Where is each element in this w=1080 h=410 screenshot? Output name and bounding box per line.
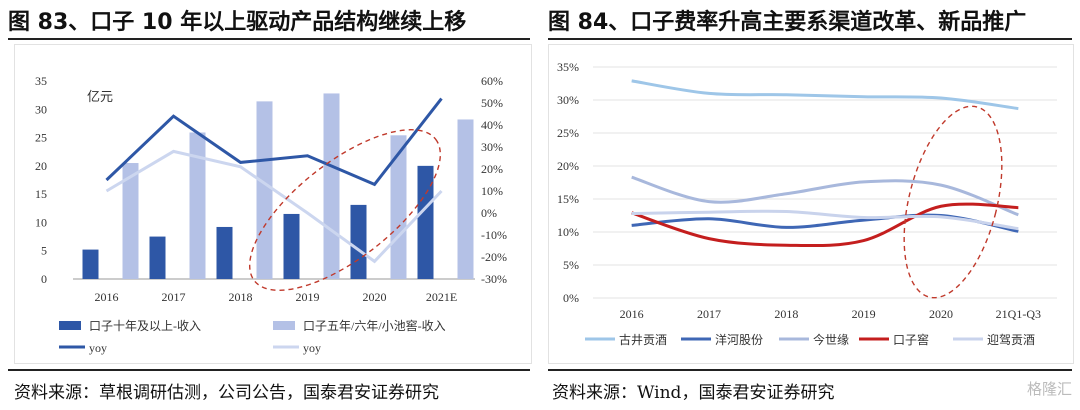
right-source-note: 资料来源：Wind，国泰君安证券研究	[552, 383, 835, 403]
left-title-rule	[8, 38, 530, 40]
right-chart: 35% 30% 25% 20% 15% 10% 5% 0% 2016 2017 2018 2019 20…	[557, 60, 1057, 347]
series-line	[631, 202, 1019, 248]
right-title-rule	[548, 38, 1072, 40]
y2-tick-label: 40%	[481, 118, 503, 132]
left-chart-panel: 0 5 10 15 20 25 30 35 60% 50% 40% 30% 20% 10% 0% -10% -2…	[14, 44, 532, 364]
x-tick-label: 2020	[363, 290, 387, 304]
bar	[82, 249, 99, 279]
x-tick-label: 2019	[296, 290, 320, 304]
legend-label: 古井贡酒	[619, 332, 667, 347]
y-tick-label: 35%	[557, 60, 579, 74]
legend-label: 今世缘	[813, 332, 849, 347]
y-tick-label: 10	[35, 215, 47, 229]
y2-tick-label: 50%	[481, 96, 503, 110]
x-tick-label: 2020	[929, 307, 953, 321]
bar	[350, 204, 367, 279]
y-tick-label: 25%	[557, 126, 579, 140]
unit-label: 亿元	[87, 89, 113, 104]
right-source-rule	[548, 369, 1072, 371]
left-chart: 0 5 10 15 20 25 30 35 60% 50% 40% 30% 20% 10% 0% -10% -2…	[35, 74, 507, 355]
y-tick-label: 15%	[557, 192, 579, 206]
x-tick-label: 2019	[852, 307, 876, 321]
yoy-line	[105, 149, 443, 264]
x-tick-label: 2018	[229, 290, 253, 304]
y-tick-label: 20%	[557, 159, 579, 173]
legend-label: 口子五年/六年/小池窖-收入	[303, 318, 446, 333]
bar	[149, 236, 166, 279]
y2-tick-label: 0%	[481, 206, 497, 220]
bar	[283, 213, 300, 279]
series-line	[631, 175, 1019, 217]
y2-tick-label: 20%	[481, 162, 503, 176]
x-tick-label: 2018	[774, 307, 798, 321]
left-figure-title: 图 83、口子 10 年以上驱动产品结构继续上移	[8, 10, 467, 35]
legend-label: 口子十年及以上-收入	[89, 319, 201, 333]
y2-tick-label: 60%	[481, 74, 503, 88]
legend-swatch	[59, 321, 81, 330]
y-tick-label: 5	[41, 244, 47, 258]
right-figure-title: 图 84、口子费率升高主要系渠道改革、新品推广	[548, 10, 1027, 35]
series-line	[631, 79, 1019, 111]
highlight-ellipse	[903, 105, 1003, 299]
left-source-rule	[8, 369, 530, 371]
bar	[189, 132, 206, 279]
legend-label: 口子窖	[893, 332, 929, 347]
bar	[122, 163, 139, 279]
y-tick-label: 15	[35, 187, 47, 201]
bar	[256, 101, 273, 279]
bar	[417, 165, 434, 279]
x-tick-label: 2017	[162, 290, 186, 304]
bar	[323, 93, 340, 279]
y-tick-label: 25	[35, 131, 47, 145]
y-tick-label: 20	[35, 159, 47, 173]
legend-swatch	[273, 321, 295, 330]
legend-label: yoy	[303, 341, 321, 355]
y-tick-label: 35	[35, 74, 47, 88]
legend-label: yoy	[89, 341, 107, 355]
y-tick-label: 0	[41, 272, 47, 286]
y-tick-label: 10%	[557, 225, 579, 239]
bar	[216, 226, 233, 279]
y2-tick-label: 10%	[481, 184, 503, 198]
y-tick-label: 5%	[563, 258, 579, 272]
y-tick-label: 0%	[563, 291, 579, 305]
y2-tick-label: -10%	[481, 228, 507, 242]
x-tick-label: 21Q1-Q3	[996, 307, 1041, 321]
y2-tick-label: 30%	[481, 140, 503, 154]
highlight-ellipse	[248, 129, 442, 291]
bar	[390, 135, 407, 279]
yoy-line	[105, 97, 443, 187]
bar	[457, 119, 474, 280]
y-tick-label: 30%	[557, 93, 579, 107]
left-source-note: 资料来源：草根调研估测，公司公告，国泰君安证券研究	[14, 383, 439, 403]
watermark-logo: 格隆汇	[1026, 380, 1072, 398]
y2-tick-label: -20%	[481, 250, 507, 264]
legend-label: 迎驾贡酒	[987, 333, 1035, 347]
x-tick-label: 2016	[620, 307, 644, 321]
x-tick-label: 2016	[95, 290, 119, 304]
right-chart-panel: 35% 30% 25% 20% 15% 10% 5% 0% 2016 2017 2018 2019 20…	[548, 44, 1074, 364]
series-line	[631, 209, 1019, 231]
y2-tick-label: -30%	[481, 272, 507, 286]
x-tick-label: 2017	[697, 307, 721, 321]
legend-label: 洋河股份	[715, 332, 763, 347]
x-tick-label: 2021E	[426, 290, 457, 304]
y-tick-label: 30	[35, 102, 47, 116]
